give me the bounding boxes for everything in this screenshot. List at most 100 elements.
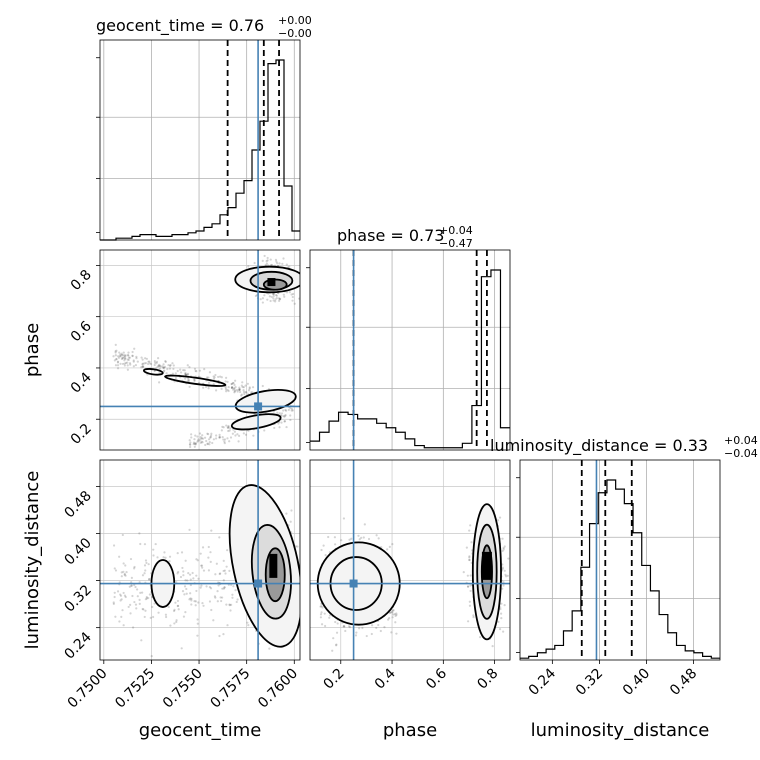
sample-point-0-607 bbox=[192, 451, 194, 453]
sample-point-0-465 bbox=[229, 427, 232, 430]
sample-point-1-384 bbox=[296, 545, 299, 548]
sample-point-0-589 bbox=[238, 386, 241, 389]
sample-point-0-22 bbox=[234, 389, 237, 392]
sample-point-2-408 bbox=[377, 537, 380, 540]
sample-point-1-126 bbox=[138, 598, 141, 601]
sample-point-1-401 bbox=[145, 597, 148, 600]
sample-point-1-847 bbox=[175, 620, 178, 624]
sample-point-1-759 bbox=[223, 586, 226, 589]
sample-point-0-322 bbox=[283, 415, 286, 418]
sample-point-1-445 bbox=[224, 572, 227, 575]
sample-point-1-75 bbox=[144, 559, 148, 562]
sample-point-0-612 bbox=[190, 436, 193, 439]
sample-point-1-174 bbox=[187, 572, 190, 575]
xtick-label-phase-1: 0.4 bbox=[372, 665, 399, 692]
sample-point-2-840 bbox=[332, 637, 335, 640]
sample-point-0-292 bbox=[200, 437, 204, 440]
sample-point-0-832 bbox=[223, 440, 226, 443]
sample-point-0-803 bbox=[196, 439, 200, 442]
sample-point-0-310 bbox=[195, 370, 198, 373]
sample-point-0-108 bbox=[274, 300, 277, 303]
ytick-label-phase-1: 0.4 bbox=[68, 369, 95, 396]
sample-point-0-73 bbox=[233, 383, 236, 387]
sample-point-2-737 bbox=[342, 517, 346, 520]
sample-point-0-274 bbox=[274, 258, 278, 261]
sample-point-0-171 bbox=[230, 382, 233, 386]
sample-point-0-353 bbox=[114, 351, 117, 354]
sample-point-2-443 bbox=[348, 626, 352, 629]
sample-point-0-414 bbox=[172, 367, 175, 371]
sample-point-0-443 bbox=[114, 354, 117, 357]
sample-point-0-137 bbox=[141, 362, 145, 365]
sample-point-0-706 bbox=[221, 436, 224, 439]
sample-point-0-382 bbox=[214, 373, 217, 377]
sample-point-0-492 bbox=[248, 386, 251, 389]
sample-point-0-240 bbox=[233, 430, 236, 433]
sample-point-2-132 bbox=[501, 549, 504, 552]
sample-point-2-218 bbox=[319, 605, 322, 608]
sample-point-2-155 bbox=[501, 587, 504, 590]
panels: 0.7500 0.7525 0.7550 0.7575 0.7600 0.2 0.4 0.6 0… bbox=[61, 39, 721, 711]
hist-line-luminosity-distance bbox=[520, 479, 720, 659]
sample-point-1-780 bbox=[152, 554, 155, 557]
sample-point-0-75 bbox=[278, 262, 281, 265]
sample-point-0-709 bbox=[275, 294, 278, 297]
sample-point-1-422 bbox=[207, 545, 210, 549]
sample-point-0-676 bbox=[243, 392, 246, 396]
sample-point-0-342 bbox=[136, 360, 139, 363]
sample-point-0-447 bbox=[259, 298, 262, 301]
sample-point-1-476 bbox=[189, 583, 192, 587]
sample-point-0-661 bbox=[161, 365, 164, 368]
sample-point-0-611 bbox=[158, 381, 161, 384]
sample-point-0-646 bbox=[275, 297, 278, 300]
sample-point-0-415 bbox=[172, 364, 175, 367]
sample-point-0-166 bbox=[123, 356, 126, 359]
sample-point-1-544 bbox=[185, 587, 188, 591]
sample-point-1-221 bbox=[210, 529, 213, 532]
sample-point-0-221 bbox=[225, 424, 228, 427]
sample-point-0-234 bbox=[127, 351, 130, 354]
sample-point-0-737 bbox=[284, 409, 288, 412]
sample-point-0-501 bbox=[184, 372, 187, 376]
sample-point-0-257 bbox=[135, 355, 138, 358]
sample-point-0-653 bbox=[128, 356, 132, 359]
sample-point-0-534 bbox=[226, 380, 229, 383]
sample-point-0-631 bbox=[148, 360, 151, 363]
sample-point-1-463 bbox=[176, 599, 180, 603]
sample-point-0-586 bbox=[186, 373, 189, 376]
sample-point-0-637 bbox=[189, 443, 192, 446]
sample-point-0-599 bbox=[145, 357, 148, 360]
sample-point-2-756 bbox=[361, 626, 364, 630]
sample-point-1-41 bbox=[196, 618, 199, 621]
sample-point-1-610 bbox=[114, 569, 118, 572]
sample-point-0-338 bbox=[210, 432, 213, 435]
sample-point-1-141 bbox=[176, 552, 179, 555]
sample-point-1-299 bbox=[129, 557, 133, 561]
sample-point-0-829 bbox=[280, 412, 284, 415]
sample-point-2-146 bbox=[343, 625, 346, 628]
sample-point-1-321 bbox=[301, 569, 303, 571]
sample-point-0-548 bbox=[223, 438, 227, 441]
sample-point-0-660 bbox=[227, 425, 230, 429]
sample-point-1-305 bbox=[145, 596, 148, 599]
sample-point-0-151 bbox=[211, 441, 214, 445]
sample-point-2-484 bbox=[500, 617, 503, 620]
sample-point-2-20 bbox=[320, 623, 324, 626]
sample-point-0-731 bbox=[263, 429, 266, 432]
sample-point-2-455 bbox=[498, 516, 502, 519]
sample-point-0-884 bbox=[140, 356, 143, 359]
sample-point-1-548 bbox=[184, 611, 187, 614]
sample-point-0-216 bbox=[237, 440, 240, 443]
sample-point-1-203 bbox=[219, 596, 222, 599]
sample-point-1-162 bbox=[246, 621, 249, 624]
sample-point-0-620 bbox=[126, 364, 129, 367]
sample-point-0-210 bbox=[203, 368, 206, 371]
sample-point-1-496 bbox=[200, 564, 204, 567]
sample-point-0-380 bbox=[163, 369, 166, 372]
sample-point-0-825 bbox=[132, 359, 135, 362]
sample-point-2-219 bbox=[468, 558, 471, 562]
sample-point-0-38 bbox=[221, 425, 224, 428]
sample-point-2-898 bbox=[322, 544, 325, 547]
sample-point-0-141 bbox=[188, 385, 191, 388]
sample-point-0-434 bbox=[141, 365, 144, 368]
